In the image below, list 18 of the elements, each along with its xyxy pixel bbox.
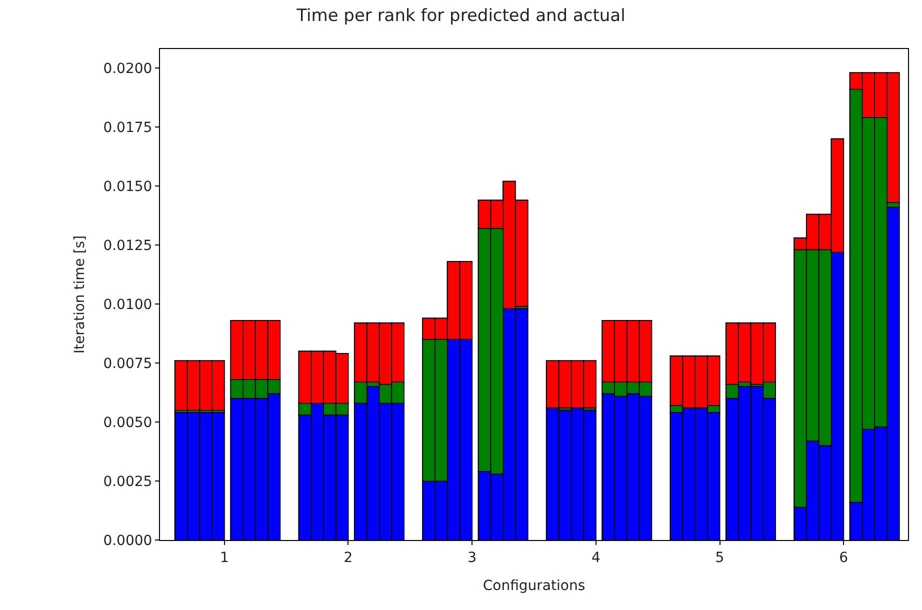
y-tick-label: 0.0100 [103, 296, 152, 313]
x-tick-label: 4 [591, 550, 600, 566]
y-axis-title: Iteration time [s] [72, 235, 88, 354]
x-tick-label: 5 [715, 550, 724, 566]
y-tick-label: 0.0025 [103, 474, 152, 490]
x-tick-label: 6 [839, 550, 848, 566]
y-tick-label: 0.0175 [103, 120, 152, 136]
x-tick-label: 2 [344, 550, 353, 566]
y-tick-label: 0.0075 [103, 356, 152, 372]
chart-title: Time per rank for predicted and actual [296, 6, 626, 26]
y-tick-label: 0.0200 [103, 60, 152, 77]
y-tick-label: 0.0000 [103, 532, 152, 549]
y-tick-label: 0.0125 [103, 238, 152, 254]
x-axis-title: Configurations [482, 578, 586, 594]
x-tick-label: 1 [220, 550, 229, 566]
y-tick-label: 0.0050 [103, 414, 152, 431]
y-tick-label: 0.0150 [103, 178, 152, 195]
x-tick-label: 3 [468, 550, 477, 566]
